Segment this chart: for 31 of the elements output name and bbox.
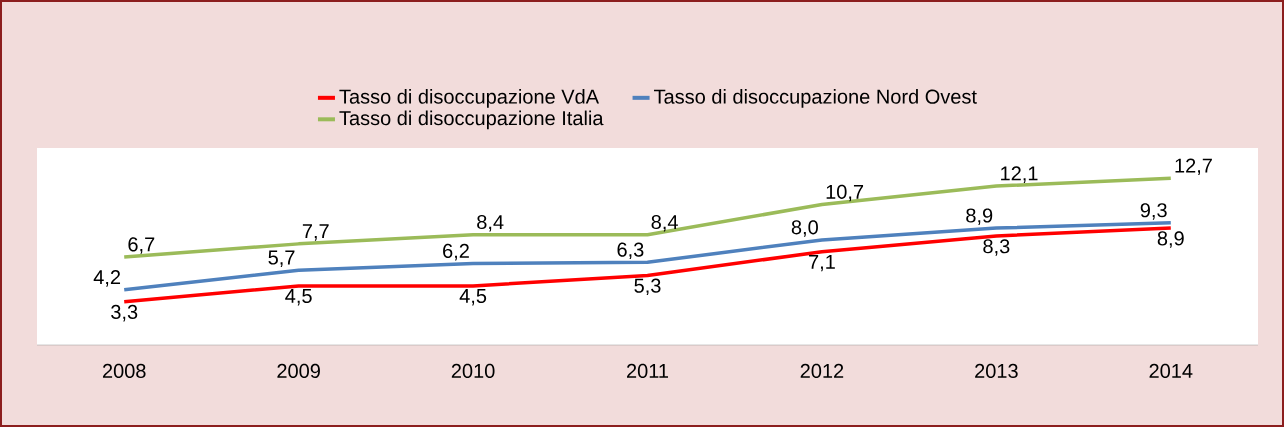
data-label: 10,7 (826, 184, 864, 202)
data-label: 12,7 (1175, 158, 1212, 176)
x-tick-label: 2009 (277, 363, 320, 379)
data-label: 4,2 (93, 270, 121, 287)
legend-label: Tasso di disoccupazione VdA (339, 89, 600, 108)
data-label: 8,3 (983, 239, 1010, 256)
data-label: 12,1 (1001, 166, 1038, 183)
x-tick-label: 2012 (800, 363, 844, 379)
data-label: 6,3 (617, 242, 644, 260)
data-label: 8,4 (477, 214, 504, 232)
data-label: 4,5 (459, 289, 487, 306)
data-label: 7,1 (809, 254, 835, 272)
data-label: 9,3 (1140, 203, 1167, 220)
x-tick-label: 2010 (451, 363, 495, 379)
data-label: 8,4 (651, 214, 678, 232)
x-tick-label: 2013 (975, 363, 1018, 379)
x-tick-label: 2014 (1149, 363, 1193, 379)
data-label: 3,3 (111, 304, 138, 322)
x-tick-label: 2008 (102, 363, 146, 379)
legend-label: Tasso di disoccupazione Italia (339, 110, 604, 130)
data-label: 8,9 (1157, 231, 1184, 248)
data-label: 5,3 (634, 278, 661, 296)
data-label: 8,0 (791, 220, 818, 237)
data-label: 5,7 (268, 250, 295, 267)
data-label: 8,9 (966, 208, 993, 225)
data-label: 4,5 (285, 289, 312, 306)
data-label: 6,7 (128, 237, 155, 254)
x-tick-label: 2011 (627, 363, 669, 379)
data-label: 6,2 (443, 243, 469, 261)
data-label: 7,7 (302, 224, 329, 241)
legend-label: Tasso di disoccupazione Nord Ovest (654, 89, 977, 108)
